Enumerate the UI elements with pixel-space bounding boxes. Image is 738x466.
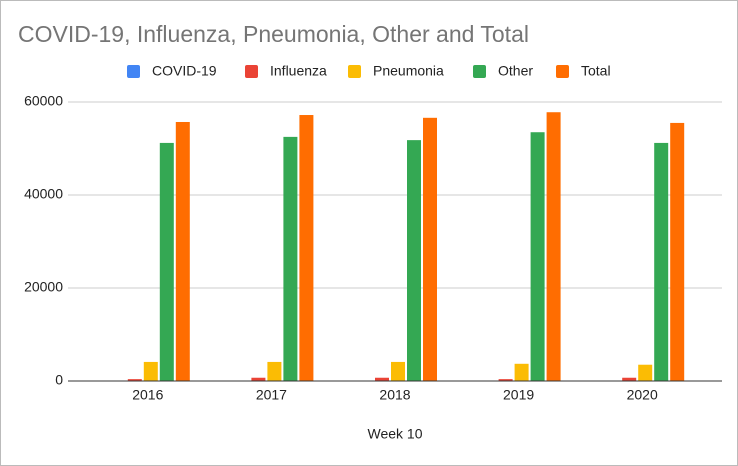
x-tick-label: 2018	[379, 387, 410, 403]
bar	[391, 361, 405, 381]
bar	[159, 142, 174, 381]
bar	[638, 364, 653, 381]
legend-swatch	[127, 65, 140, 78]
bar	[622, 377, 637, 381]
bar	[127, 379, 142, 381]
chart-title: COVID-19, Influenza, Pneumonia, Other an…	[18, 21, 529, 47]
y-tick-label: 20000	[24, 279, 63, 295]
bar	[407, 140, 421, 381]
bar	[546, 112, 561, 381]
x-tick-label: 2017	[256, 387, 287, 403]
x-axis-title: Week 10	[368, 426, 423, 442]
bar	[299, 115, 314, 382]
legend-swatch	[245, 65, 258, 78]
bar	[530, 132, 545, 381]
y-tick-label: 0	[55, 372, 63, 388]
legend-label: Pneumonia	[373, 63, 444, 79]
y-tick-label: 40000	[24, 186, 63, 202]
bar	[267, 361, 282, 381]
x-tick-label: 2016	[132, 387, 163, 403]
bar	[175, 121, 190, 382]
x-tick-label: 2020	[627, 387, 658, 403]
bar	[514, 363, 529, 381]
legend-swatch	[348, 65, 361, 78]
legend-swatch	[473, 65, 486, 78]
legend-swatch	[556, 65, 569, 78]
legend-label: Other	[498, 63, 533, 79]
bar	[498, 379, 513, 381]
bar	[423, 117, 437, 381]
legend-label: Total	[581, 63, 611, 79]
x-tick-label: 2019	[503, 387, 534, 403]
bar	[375, 377, 389, 381]
legend-label: Influenza	[270, 63, 327, 79]
bar	[283, 136, 298, 381]
bar	[670, 122, 685, 382]
bar	[654, 142, 669, 381]
y-tick-label: 60000	[24, 93, 63, 109]
bar	[251, 377, 266, 381]
bar	[143, 361, 158, 381]
legend-label: COVID-19	[152, 63, 217, 79]
